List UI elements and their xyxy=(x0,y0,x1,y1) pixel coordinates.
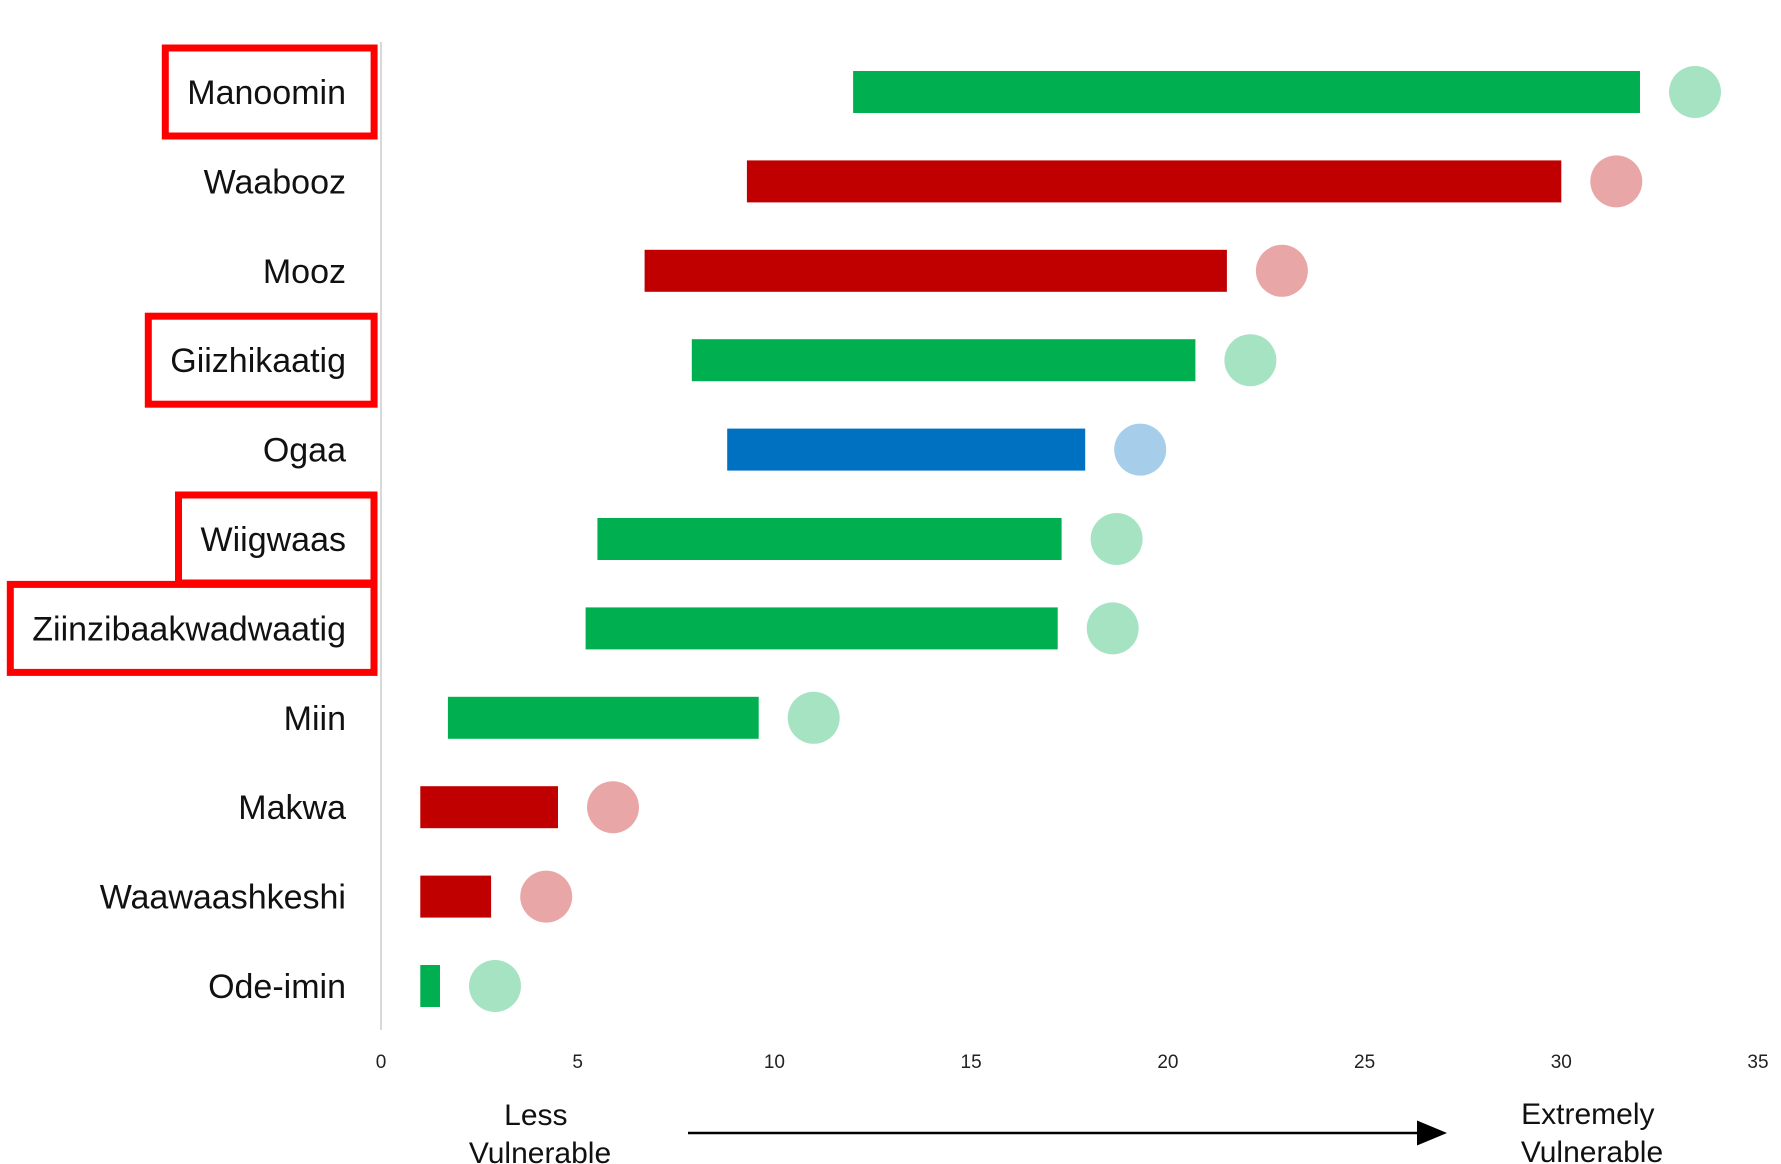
walleye-icon xyxy=(1114,423,1167,476)
deer-icon xyxy=(520,870,573,923)
x-tick-label: 20 xyxy=(1157,1052,1178,1073)
extremely-vulnerable-label: Extremely Vulnerable xyxy=(1521,1098,1663,1164)
category-label-ogaa: Ogaa xyxy=(263,432,346,470)
category-label-wiigwaas: Wiigwaas xyxy=(201,521,346,559)
x-tick-label: 15 xyxy=(961,1052,982,1073)
bar-giizhikaatig xyxy=(691,339,1196,382)
cedar-icon xyxy=(1224,334,1277,387)
x-tick-label: 5 xyxy=(572,1052,583,1073)
bar-mooz xyxy=(644,249,1227,292)
x-tick-label: 25 xyxy=(1354,1052,1375,1073)
category-labels: Manoomin Waabooz Mooz Giizhikaatig Ogaa Wiigw… xyxy=(32,74,346,1006)
highlight-box-manoomin xyxy=(161,44,378,140)
species-icons xyxy=(469,66,1721,1012)
bar-ziinzibaakwadwaatig xyxy=(585,607,1058,650)
x-tick-label: 10 xyxy=(764,1052,785,1073)
x-tick-label: 30 xyxy=(1551,1052,1572,1073)
highlight-box-giizhikaatig xyxy=(144,312,378,408)
x-tick-label: 35 xyxy=(1747,1052,1768,1073)
highlight-boxes xyxy=(6,44,378,676)
category-label-ziinzibaakwadwaatig: Ziinzibaakwadwaatig xyxy=(32,610,346,648)
category-label-makwa: Makwa xyxy=(238,789,346,827)
bar-wiigwaas xyxy=(597,518,1062,560)
category-label-miin: Miin xyxy=(284,700,346,738)
wild-rice-icon xyxy=(1669,66,1721,118)
highlight-box-ziinzibaakwadwaatig xyxy=(6,580,378,676)
bar-makwa xyxy=(420,786,558,829)
bar-waawaashkeshi xyxy=(420,875,492,918)
category-label-waabooz: Waabooz xyxy=(204,163,346,201)
category-label-manoomin: Manoomin xyxy=(187,74,346,112)
category-label-giizhikaatig: Giizhikaatig xyxy=(170,342,346,380)
bar-manoomin xyxy=(853,71,1640,113)
birch-icon xyxy=(1090,513,1143,565)
x-tick-labels: 0 5 10 15 20 25 30 35 xyxy=(376,1052,1769,1073)
moose-icon xyxy=(1255,244,1308,297)
x-tick-label: 0 xyxy=(376,1052,387,1073)
less-vulnerable-label: Less Vulnerable xyxy=(469,1099,611,1164)
bar-ogaa xyxy=(727,428,1086,471)
category-label-waawaashkeshi: Waawaashkeshi xyxy=(100,879,346,917)
hare-icon xyxy=(1590,155,1643,208)
category-label-ode-imin: Ode-imin xyxy=(208,968,346,1006)
bear-icon xyxy=(587,781,639,834)
bars xyxy=(420,71,1640,1007)
bar-waabooz xyxy=(746,160,1562,203)
maple-icon xyxy=(1086,602,1139,655)
category-label-mooz: Mooz xyxy=(263,253,346,291)
blueberry-icon xyxy=(787,691,840,744)
strawberry-icon xyxy=(469,960,521,1012)
bar-ode-imin xyxy=(420,965,440,1007)
bar-miin xyxy=(447,696,759,739)
